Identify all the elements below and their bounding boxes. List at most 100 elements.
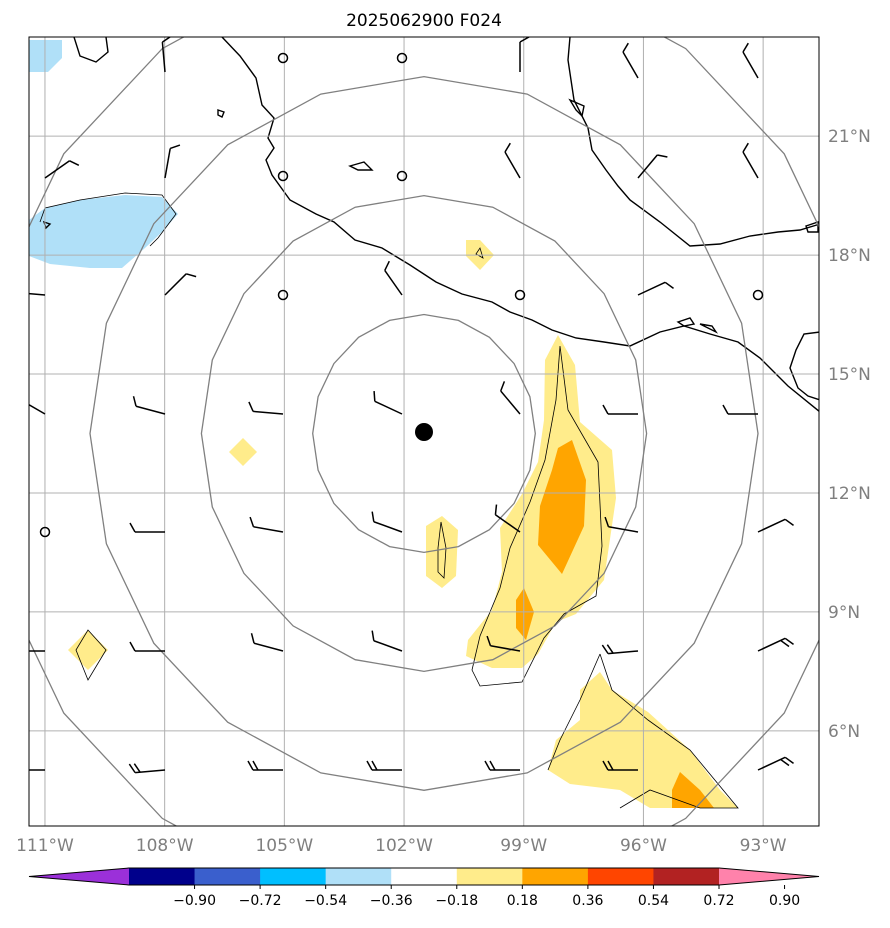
latitude-label: 18°N bbox=[828, 246, 871, 266]
calm-wind-markers bbox=[39, 52, 764, 538]
wind-barb bbox=[247, 760, 283, 771]
wind-barb bbox=[757, 637, 794, 652]
wind-barb bbox=[602, 404, 638, 415]
wind-barb bbox=[248, 401, 284, 415]
colorbar-tick-label: −0.36 bbox=[370, 893, 413, 909]
range-ring bbox=[312, 313, 536, 554]
colorbar-outline bbox=[28, 867, 820, 886]
calm-circle bbox=[277, 289, 289, 301]
wind-barb bbox=[164, 144, 181, 179]
colorbar-segment bbox=[260, 868, 327, 885]
range-ring bbox=[89, 75, 759, 791]
longitude-label: 96°W bbox=[620, 836, 667, 856]
wind-barb bbox=[44, 160, 80, 179]
colorbar-tick-label: −0.18 bbox=[435, 893, 478, 909]
wind-barb bbox=[757, 518, 794, 533]
anomaly-contours bbox=[39, 192, 739, 809]
wind-barb bbox=[29, 398, 46, 415]
map-area bbox=[29, 37, 819, 826]
longitude-label: 102°W bbox=[375, 836, 433, 856]
range-rings bbox=[29, 37, 819, 826]
coastline bbox=[42, 37, 819, 413]
wind-barb bbox=[29, 769, 45, 771]
wind-barb bbox=[371, 630, 403, 652]
wind-barb bbox=[601, 644, 639, 655]
wind-barb bbox=[637, 281, 674, 296]
latitude-label: 21°N bbox=[828, 127, 871, 147]
map-title: 2025062900 F024 bbox=[346, 11, 502, 31]
longitude-label: 111°W bbox=[16, 836, 74, 856]
map-frame bbox=[28, 36, 820, 827]
wind-barb bbox=[722, 404, 758, 415]
wind-barb bbox=[742, 42, 759, 79]
wind-barb bbox=[504, 142, 521, 179]
colorbar-tick-label: −0.90 bbox=[173, 893, 216, 909]
wind-barb bbox=[249, 516, 284, 533]
wind-barb bbox=[29, 291, 46, 296]
longitude-labels: 111°W 108°W 105°W 102°W 99°W 96°W 93°W bbox=[16, 836, 787, 856]
wind-barb bbox=[129, 641, 165, 652]
colorbar-segment bbox=[325, 868, 392, 885]
longitude-label: 108°W bbox=[136, 836, 194, 856]
wind-barb bbox=[373, 390, 403, 415]
calm-circle bbox=[39, 526, 51, 538]
colorbar-segment bbox=[391, 868, 458, 885]
wind-barb bbox=[29, 650, 45, 652]
wind-barb bbox=[484, 760, 520, 771]
calm-circle bbox=[396, 170, 408, 182]
wind-barb bbox=[602, 760, 638, 771]
latitude-label: 6°N bbox=[828, 722, 860, 742]
wind-barb bbox=[161, 37, 172, 73]
colorbar: −0.90 −0.72 −0.54 −0.36 −0.18 0.18 0.36 0.54 0.7… bbox=[28, 867, 820, 909]
colorbar-segment bbox=[129, 868, 196, 885]
longitude-label: 99°W bbox=[500, 836, 547, 856]
wind-barb bbox=[604, 516, 639, 533]
colorbar-tick-label: −0.72 bbox=[239, 893, 282, 909]
colorbar-extend-high bbox=[719, 868, 819, 885]
calm-circle bbox=[752, 289, 764, 301]
wind-barb bbox=[371, 511, 403, 533]
wind-barb bbox=[622, 42, 639, 79]
wind-barb bbox=[384, 260, 403, 296]
wind-barb bbox=[129, 522, 165, 533]
colorbar-tick-label: −0.54 bbox=[304, 893, 347, 909]
colorbar-segment bbox=[194, 868, 261, 885]
colorbar-extend-low bbox=[29, 868, 129, 885]
wind-barb bbox=[500, 381, 521, 415]
positive-anomaly-fill bbox=[68, 240, 738, 808]
colorbar-tick-label: 0.54 bbox=[638, 893, 669, 909]
longitude-label: 93°W bbox=[740, 836, 787, 856]
calm-circle bbox=[277, 52, 289, 64]
wind-barb bbox=[637, 154, 668, 179]
colorbar-segment bbox=[456, 868, 523, 885]
latitude-label: 9°N bbox=[828, 603, 860, 623]
wind-barb bbox=[132, 396, 166, 415]
wind-barb bbox=[250, 633, 284, 652]
wind-barb bbox=[164, 273, 197, 296]
colorbar-tick-label: 0.72 bbox=[703, 893, 734, 909]
wind-barb bbox=[519, 37, 530, 72]
colorbar-segment bbox=[653, 868, 720, 885]
storm-center-marker bbox=[415, 423, 433, 441]
wind-barb bbox=[366, 760, 402, 771]
wind-barb bbox=[757, 756, 794, 771]
calm-circle bbox=[514, 289, 526, 301]
wind-barb bbox=[128, 763, 166, 774]
colorbar-segment bbox=[522, 868, 589, 885]
wind-barb bbox=[742, 142, 759, 179]
latitude-label: 15°N bbox=[828, 365, 871, 385]
graticule bbox=[29, 37, 819, 826]
range-ring bbox=[200, 194, 648, 673]
wind-barbs bbox=[29, 37, 794, 774]
wind-barb bbox=[486, 635, 521, 652]
wind-barb bbox=[494, 504, 521, 533]
colorbar-tick-label: 0.18 bbox=[507, 893, 538, 909]
calm-circle bbox=[277, 170, 289, 182]
longitude-label: 105°W bbox=[255, 836, 313, 856]
colorbar-tick-label: 0.36 bbox=[572, 893, 603, 909]
negative-anomaly-fill bbox=[29, 40, 178, 268]
calm-circle bbox=[396, 52, 408, 64]
latitude-label: 12°N bbox=[828, 484, 871, 504]
